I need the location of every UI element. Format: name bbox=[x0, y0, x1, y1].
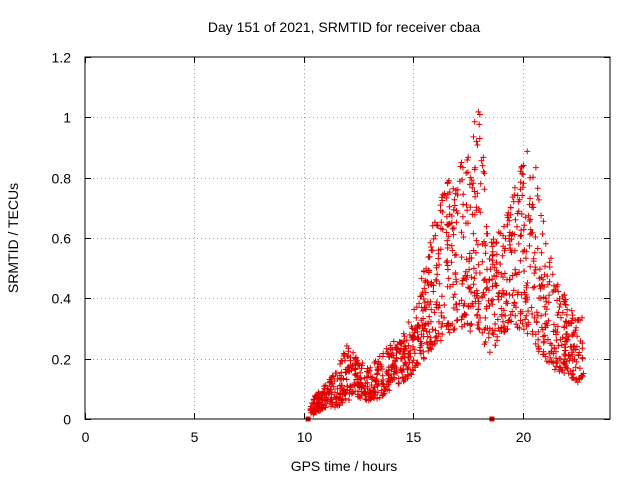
y-tick-label: 0.6 bbox=[52, 231, 72, 247]
x-tick-label: 20 bbox=[516, 429, 532, 445]
x-tick-label: 15 bbox=[406, 429, 422, 445]
chart-title: Day 151 of 2021, SRMTID for receiver cba… bbox=[208, 19, 481, 35]
x-tick-label: 0 bbox=[82, 429, 90, 445]
y-tick-label: 0.4 bbox=[52, 291, 72, 307]
y-tick-label: 0.2 bbox=[52, 352, 72, 368]
x-tick-label: 5 bbox=[191, 429, 199, 445]
plot-frame bbox=[84, 56, 611, 420]
y-tick-label: 0 bbox=[63, 412, 71, 428]
scatter-points bbox=[307, 108, 587, 418]
grid-layer bbox=[85, 57, 610, 419]
y-tick-label: 1.2 bbox=[52, 50, 72, 66]
y-axis-label: SRMTID / TECUs bbox=[5, 183, 21, 293]
points-layer bbox=[305, 108, 587, 422]
x-axis-label: GPS time / hours bbox=[291, 458, 398, 474]
x-tick-label: 10 bbox=[297, 429, 313, 445]
y-tick-label: 0.8 bbox=[52, 171, 72, 187]
y-tick-label: 1 bbox=[63, 110, 71, 126]
